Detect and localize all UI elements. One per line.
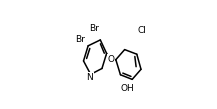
Text: OH: OH — [121, 84, 135, 93]
Text: Br: Br — [75, 35, 85, 44]
Text: N: N — [86, 73, 93, 82]
Text: Cl: Cl — [138, 26, 147, 35]
Text: Br: Br — [89, 24, 99, 33]
Text: O: O — [108, 55, 115, 64]
